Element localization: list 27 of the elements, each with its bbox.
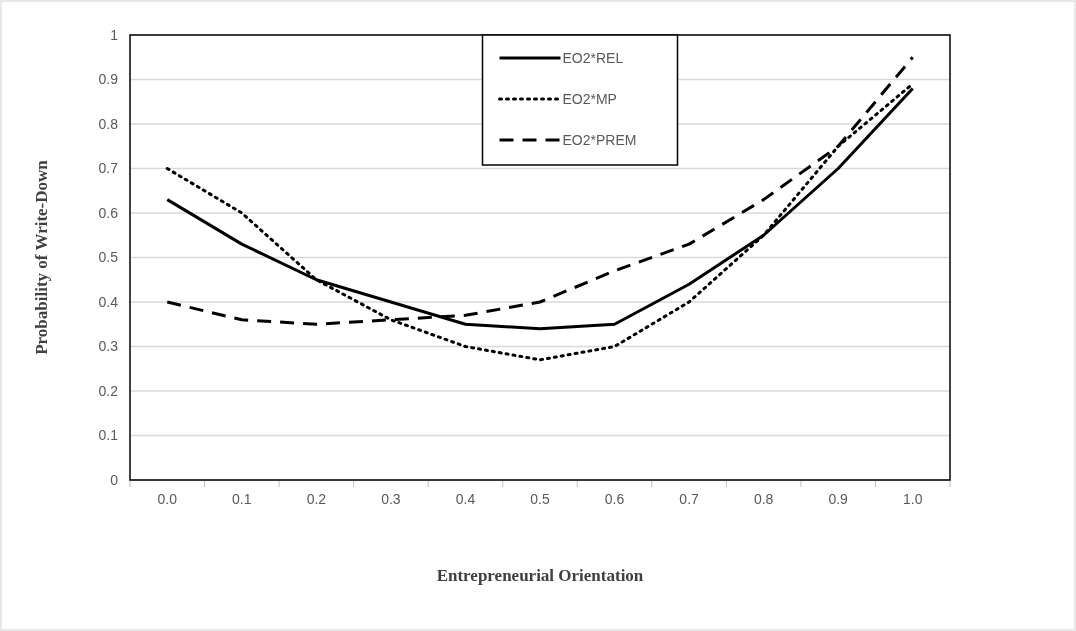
y-axis-title: Probability of Write-Down [32,159,51,355]
y-tick-label: 0.6 [98,204,119,221]
y-tick-label: 0.5 [98,249,119,266]
y-tick-label: 0.3 [98,338,119,355]
y-tick-label: 0.9 [98,71,119,88]
y-tick-label: 0.2 [98,382,119,399]
x-tick-label: 0.7 [679,490,700,507]
x-tick-label: 0.6 [604,490,625,507]
y-tick-label: 0.1 [98,427,119,444]
x-tick-label: 0.5 [530,490,550,507]
x-tick-label: 0.9 [828,490,849,507]
x-axis-title: Entrepreneurial Orientation [436,566,644,585]
x-tick-label: 0.4 [455,490,476,507]
y-tick-label: 0 [110,471,119,488]
y-tick-label: 0.4 [98,293,119,310]
x-tick-label: 0.0 [157,490,178,507]
x-tick-label: 0.3 [381,490,401,507]
legend-label: EO2*PREM [562,132,637,148]
x-tick-label: 0.1 [232,490,252,507]
x-tick-label: 1.0 [902,490,923,507]
x-tick-label: 0.2 [306,490,327,507]
y-tick-label: 0.7 [98,160,119,177]
y-tick-label: 0.8 [98,115,119,132]
legend-label: EO2*MP [562,91,617,107]
y-tick-label: 1 [110,26,119,43]
legend-label: EO2*REL [562,50,624,66]
x-tick-label: 0.8 [753,490,774,507]
